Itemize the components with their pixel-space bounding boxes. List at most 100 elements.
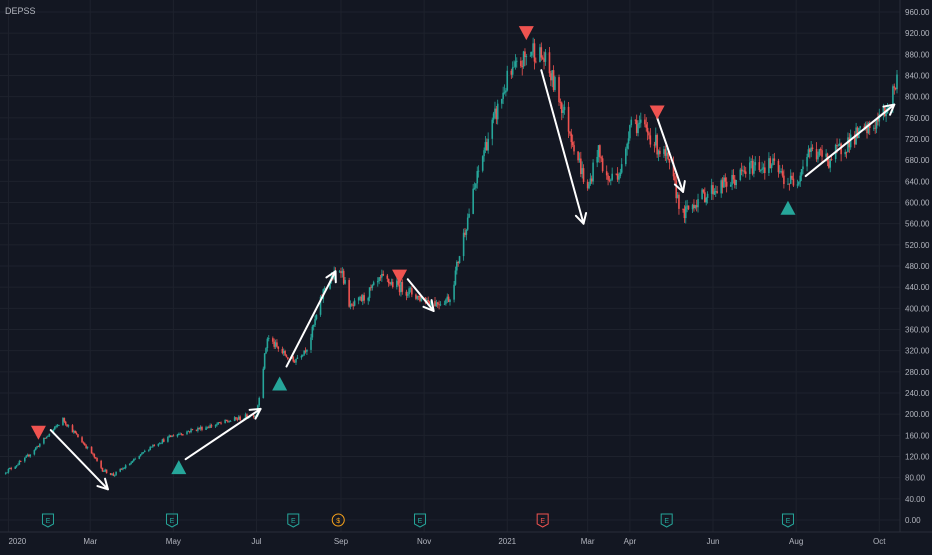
candle-down <box>764 167 766 174</box>
candle-down <box>524 51 526 58</box>
candle-up <box>300 355 303 358</box>
candle-down <box>695 205 698 208</box>
candle-up <box>750 161 752 163</box>
candle-up <box>349 304 352 307</box>
candle-up <box>502 92 504 99</box>
candle-down <box>434 301 436 307</box>
candle-down <box>120 468 123 470</box>
earnings-marker[interactable]: E <box>781 513 794 528</box>
candle-down <box>163 439 165 442</box>
candle-up <box>639 119 642 123</box>
trend-arrows <box>49 69 896 491</box>
candle-down <box>567 106 570 132</box>
candle-down <box>436 302 439 305</box>
candle-up <box>829 159 832 168</box>
time-tick-label: Apr <box>624 537 637 546</box>
candle-down <box>351 304 353 306</box>
event-marker-label: E <box>540 518 545 525</box>
candle-up <box>539 47 541 62</box>
candle-down <box>580 158 582 175</box>
candle-up <box>131 460 134 463</box>
earnings-marker[interactable]: E <box>165 513 178 528</box>
candle-down <box>811 147 814 150</box>
price-axis[interactable]: 960.00 920.00 880.00 840.00 800.00 760.00 720.… <box>905 8 930 525</box>
price-tick-label: 880.00 <box>905 50 930 59</box>
candle-down <box>560 102 563 113</box>
candle-up <box>627 138 630 144</box>
candle-up <box>691 204 694 210</box>
candle-up <box>15 465 18 467</box>
candle-up <box>372 282 375 286</box>
price-tick-label: 280.00 <box>905 368 930 377</box>
candle-down <box>438 304 440 306</box>
candle-up <box>522 51 525 67</box>
candle-down <box>191 429 194 430</box>
candle-up <box>882 107 885 115</box>
candle-down <box>273 341 275 347</box>
candle-up <box>310 337 312 350</box>
candle-down <box>769 158 772 169</box>
candle-down <box>236 418 239 420</box>
earnings-marker[interactable]: E <box>660 513 673 528</box>
earnings-icon <box>781 513 794 528</box>
trend-arrow-head <box>882 103 896 116</box>
candle-up <box>139 454 142 456</box>
time-axis[interactable]: 2020 Mar May Jul Sep Nov 2021 Mar Apr Jun Aug Oct <box>8 537 886 546</box>
candle-down <box>352 304 355 306</box>
trend-arrow-line <box>49 429 109 491</box>
candle-down <box>608 179 611 181</box>
candle-up <box>544 52 547 62</box>
candle-up <box>838 143 841 146</box>
candle-down <box>894 87 897 90</box>
candle-up <box>344 280 346 284</box>
time-tick-label: Nov <box>417 537 431 546</box>
candle-up <box>443 303 446 305</box>
candle-up <box>134 458 136 460</box>
candle-down <box>848 137 851 148</box>
candle-up <box>694 205 697 208</box>
candle-down <box>573 145 575 152</box>
trend-arrow-line <box>184 407 262 461</box>
candle-down <box>743 170 746 172</box>
price-tick-label: 760.00 <box>905 114 930 123</box>
candle-up <box>33 450 36 455</box>
earnings-icon <box>287 513 300 528</box>
earnings-marker[interactable]: E <box>414 513 427 528</box>
price-tick-label: 920.00 <box>905 29 930 38</box>
candle-down <box>83 443 86 446</box>
candle-up <box>481 156 484 171</box>
candle-down <box>284 350 286 356</box>
event-markers[interactable]: E E E $ E E E E <box>41 513 794 528</box>
candle-up <box>676 194 679 199</box>
candle-down <box>853 134 856 145</box>
price-tick-label: 200.00 <box>905 410 930 419</box>
earnings-marker[interactable]: E <box>287 513 300 528</box>
earnings-marker[interactable]: E <box>536 513 549 528</box>
candle-up <box>17 464 19 466</box>
candle-up <box>303 350 305 355</box>
candle-up <box>48 433 51 436</box>
candle-down <box>601 158 604 172</box>
candle-up <box>149 447 151 450</box>
event-marker-label: E <box>291 518 296 525</box>
candle-up <box>439 304 442 306</box>
event-marker-label: E <box>46 518 51 525</box>
candle-up <box>637 123 639 134</box>
candle-up <box>315 314 318 320</box>
candle-down <box>195 429 198 431</box>
candle-up <box>592 162 594 182</box>
candle-down <box>77 434 79 438</box>
candle-up <box>406 294 409 296</box>
candle-down <box>28 454 30 457</box>
candle-up <box>503 92 506 94</box>
earnings-marker[interactable]: E <box>41 513 54 528</box>
candle-down <box>169 435 172 438</box>
candle-up <box>26 454 29 457</box>
candle-up <box>206 427 209 429</box>
dividend-marker[interactable]: $ <box>331 513 345 527</box>
candle-down <box>218 422 221 424</box>
candle-down <box>672 162 675 177</box>
candle-up <box>62 418 64 426</box>
